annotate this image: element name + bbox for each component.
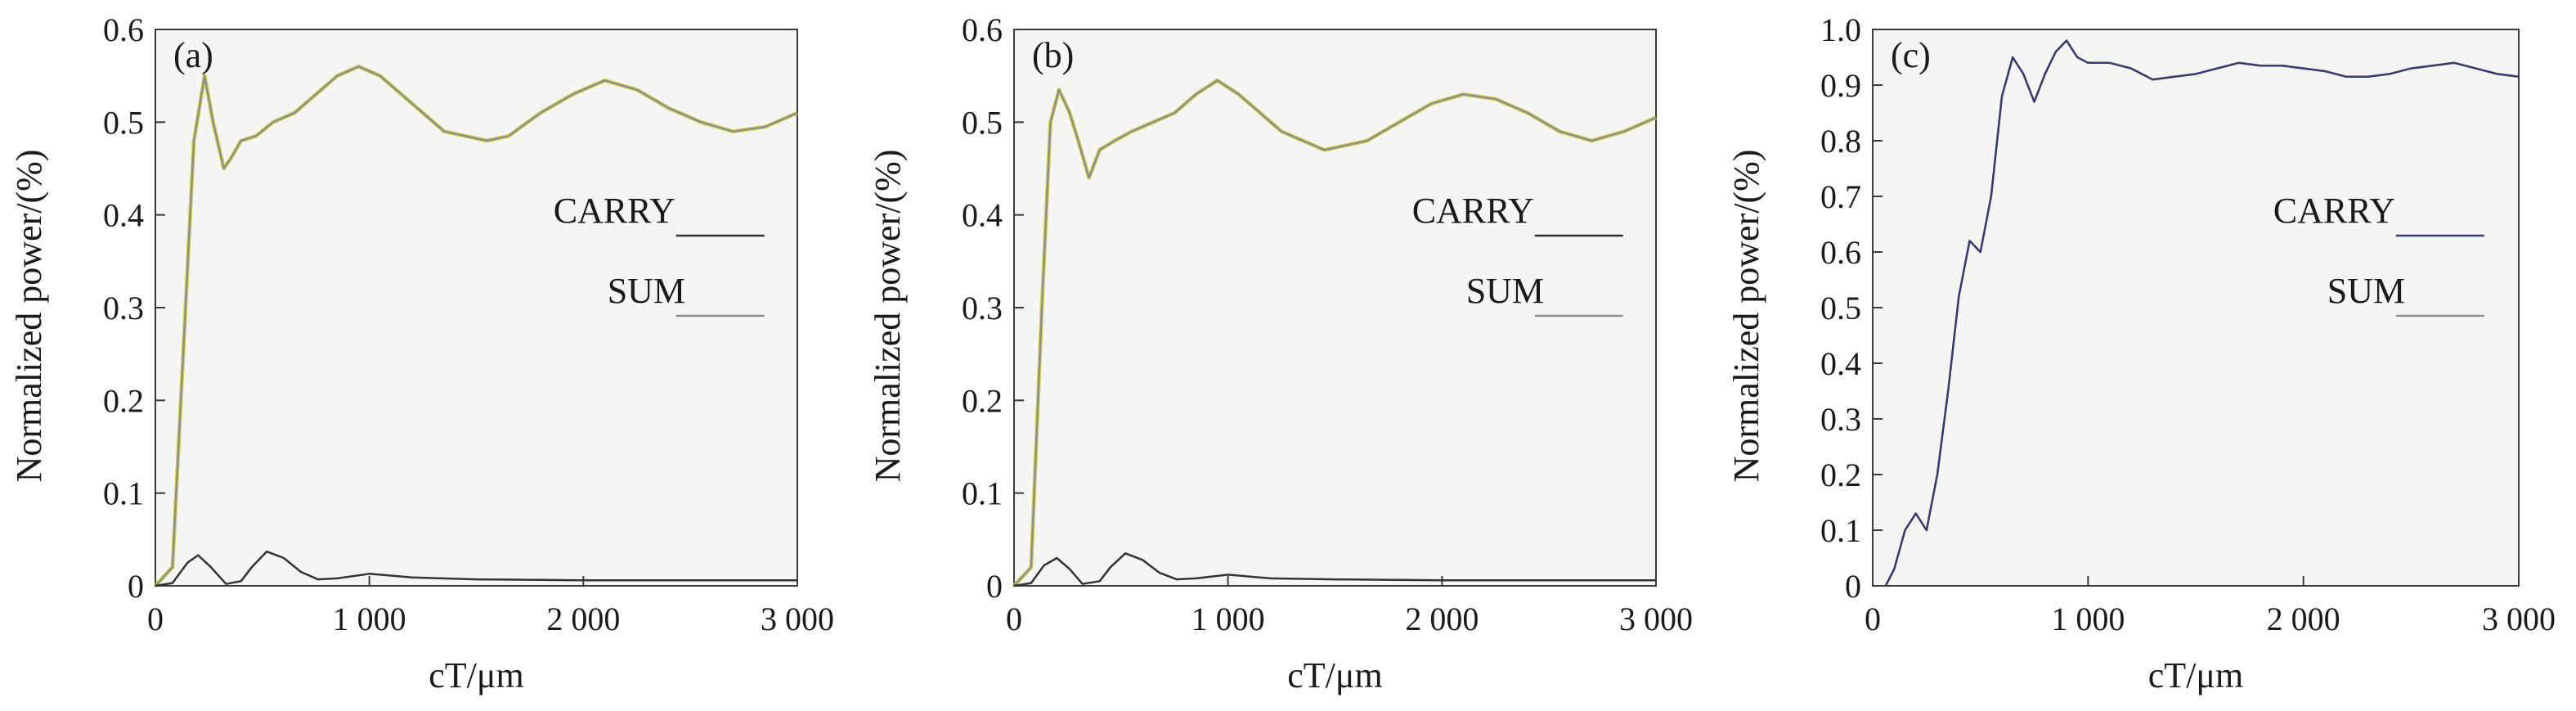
- x-axis-label: cT/μm: [2148, 655, 2243, 695]
- x-tick-label: 3 000: [761, 601, 834, 637]
- y-axis-label: Normalized power/(%): [9, 150, 49, 483]
- x-tick-label: 3 000: [2482, 601, 2556, 637]
- x-tick-label: 1 000: [333, 601, 406, 637]
- legend-label-sum: SUM: [2327, 271, 2405, 311]
- chart-panel-2: 0 0.1 0.2 0.3 0.4 0.5 0.6 0 1 000 2 000 3 000 cT/μm…: [868, 11, 1693, 695]
- x-axis-label: cT/μm: [1287, 655, 1382, 695]
- legend-label-carry: CARRY: [1412, 191, 1534, 231]
- y-tick-label: 0.4: [1820, 345, 1861, 382]
- series-carry-line: [1884, 39, 2520, 587]
- legend-label-sum: SUM: [608, 271, 685, 311]
- y-tick-label: 0.1: [103, 475, 144, 512]
- series-carry-line: [155, 550, 797, 587]
- y-tick-label: 0.4: [103, 197, 144, 234]
- plot-area: [1872, 29, 2520, 587]
- chart-panel-3: 0 0.1 0.2 0.3 0.4 0.5 0.6 0.7 0.8 0.9 1.0 0 1 000 2 0…: [1726, 11, 2556, 695]
- panel-label: (b): [1032, 35, 1074, 75]
- y-tick-label: 0.6: [1820, 234, 1861, 271]
- y-axis-label: Normalized power/(%): [1726, 150, 1766, 483]
- y-tick-label: 0.2: [103, 382, 144, 419]
- y-tick-label: 0.2: [1820, 457, 1861, 493]
- y-tick-label: 0.3: [103, 290, 144, 326]
- y-tick-label: 0: [1845, 568, 1861, 605]
- x-axis-label: cT/μm: [429, 655, 523, 695]
- series-carry-line: [1013, 552, 1656, 587]
- x-tick-label: 2 000: [1405, 601, 1479, 637]
- y-tick-label: 0.8: [1820, 123, 1861, 160]
- y-tick-label: 0.2: [962, 382, 1003, 419]
- plot-area: [155, 29, 798, 587]
- x-tick-label: 3 000: [1619, 601, 1693, 637]
- y-tick-label: 0: [986, 568, 1003, 605]
- y-tick-label: 0.3: [962, 290, 1003, 326]
- series-sum-line: [155, 65, 798, 587]
- panel-label: (c): [1891, 35, 1931, 75]
- y-tick-label: 0.5: [103, 104, 144, 141]
- x-tick-label: 0: [147, 601, 164, 637]
- y-axis-label: Normalized power/(%): [868, 150, 908, 483]
- y-tick-label: 0.7: [1820, 178, 1861, 215]
- x-tick-label: 1 000: [2051, 601, 2125, 637]
- legend-label-sum: SUM: [1466, 271, 1544, 311]
- x-tick-label: 1 000: [1192, 601, 1265, 637]
- y-tick-label: 0.3: [1820, 401, 1861, 438]
- series-sum-line: [1013, 79, 1657, 587]
- y-tick-label: 1.0: [1820, 11, 1861, 48]
- x-tick-label: 2 000: [2267, 601, 2340, 637]
- y-tick-label: 0.6: [103, 11, 144, 48]
- y-tick-label: 0.9: [1820, 67, 1861, 104]
- y-tick-label: 0: [128, 568, 144, 605]
- legend-label-carry: CARRY: [2273, 191, 2395, 231]
- y-tick-label: 0.5: [1820, 290, 1861, 326]
- y-tick-label: 0.5: [962, 104, 1003, 141]
- chart-panel-1: 0 0.1 0.2 0.3 0.4 0.5 0.6 0 1 000 2 000 3 000 cT/μm…: [9, 11, 834, 695]
- y-tick-label: 0.6: [962, 11, 1003, 48]
- y-tick-label: 0.1: [962, 475, 1003, 512]
- y-tick-label: 0.4: [962, 197, 1003, 234]
- x-tick-label: 2 000: [546, 601, 620, 637]
- plot-area: [1013, 29, 1657, 587]
- legend-label-carry: CARRY: [554, 191, 675, 231]
- x-tick-label: 0: [1865, 601, 1881, 637]
- y-tick-label: 0.1: [1820, 512, 1861, 549]
- x-tick-label: 0: [1006, 601, 1022, 637]
- panel-label: (a): [173, 35, 213, 75]
